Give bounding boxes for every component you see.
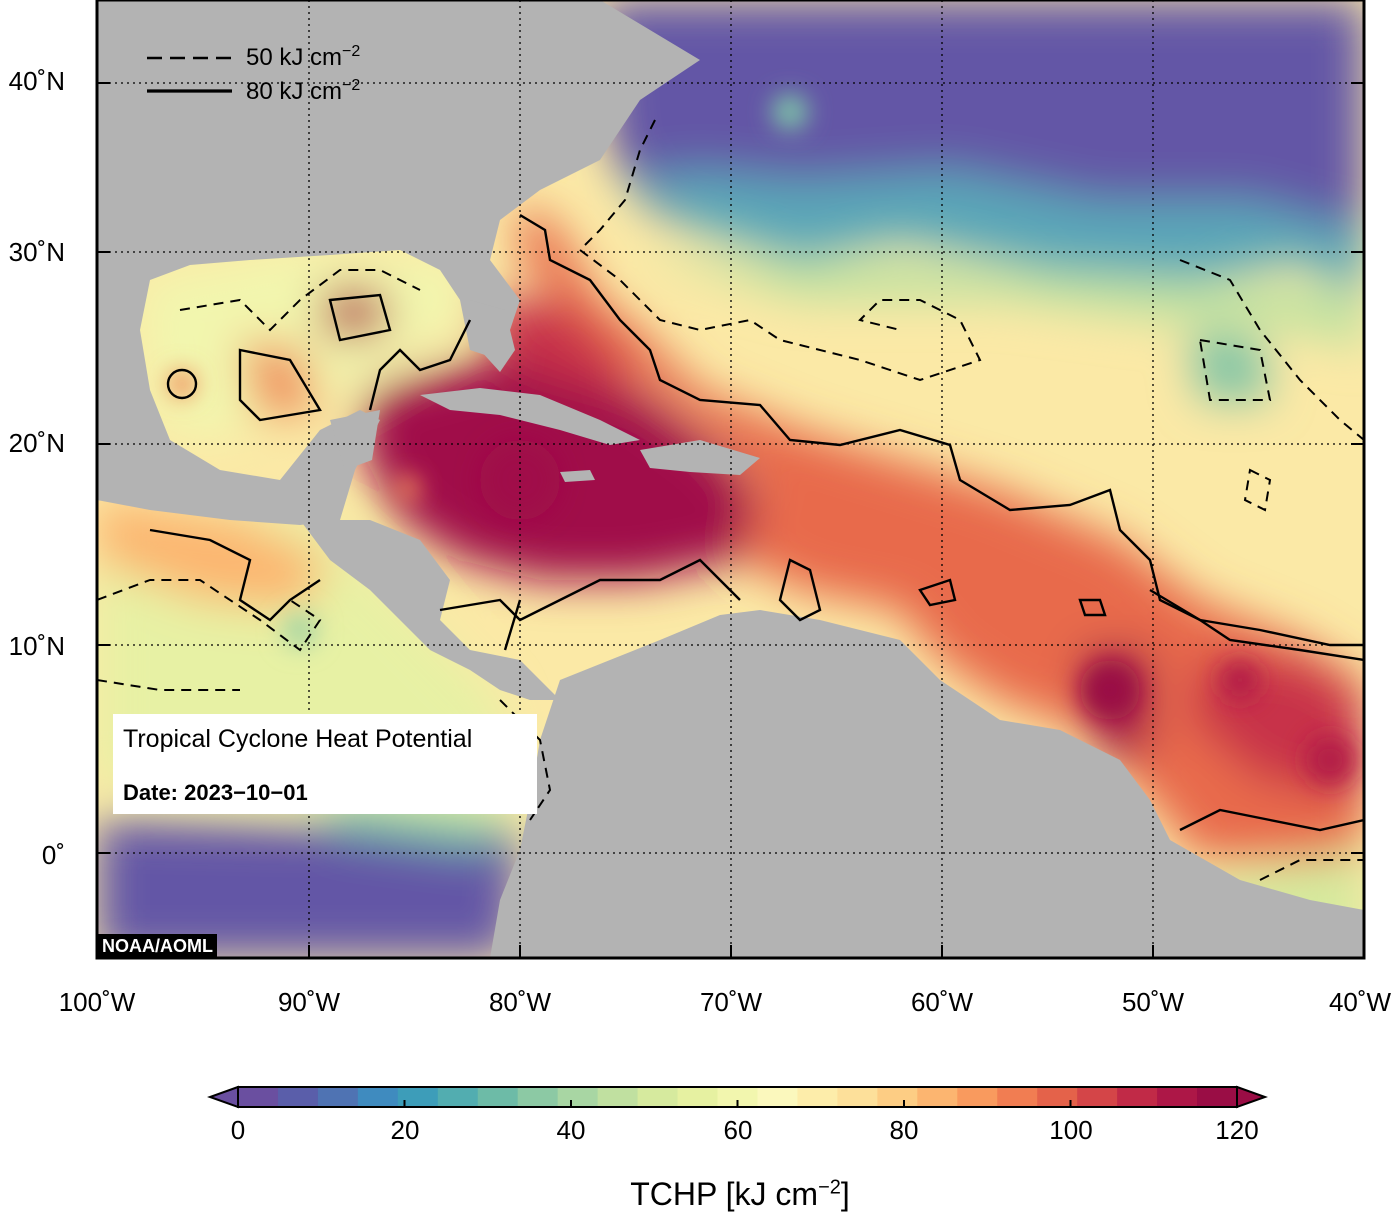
- jamaica: [560, 470, 595, 482]
- info-title: Tropical Cyclone Heat Potential: [123, 725, 473, 753]
- colorbar-over-arrow: [1236, 1085, 1268, 1109]
- colorbar-title-end: ]: [840, 1176, 850, 1212]
- colorbar-tick-100: 100: [1049, 1115, 1093, 1145]
- colorbar-swatch: [597, 1087, 639, 1107]
- tick-marks: [97, 82, 1364, 958]
- colorbar-tick-0: 0: [230, 1115, 246, 1145]
- colorbar-tick-80: 80: [889, 1115, 919, 1145]
- colorbar-swatch: [637, 1087, 679, 1107]
- hispaniola: [640, 440, 760, 475]
- credit-badge: NOAA/AOML: [98, 934, 217, 957]
- colorbar-swatch: [437, 1087, 479, 1107]
- lat-label-40n: 40˚N: [8, 66, 65, 96]
- legend-solid-label: 80 kJ cm−2: [246, 77, 360, 106]
- legend-dashed-sup: −2: [342, 43, 361, 60]
- contours-50: [97, 119, 1364, 881]
- colorbar-swatch: [1077, 1087, 1118, 1107]
- colorbar-swatch: [397, 1087, 439, 1107]
- legend-dashed-text: 50 kJ cm: [246, 44, 343, 71]
- colorbar: [207, 1085, 1268, 1109]
- north-america: [97, 0, 700, 525]
- colorbar-swatch: [797, 1087, 838, 1107]
- colorbar-swatch: [357, 1087, 399, 1107]
- lon-label-70w: 70˚W: [699, 987, 763, 1017]
- legend-solid-sup: −2: [342, 77, 361, 94]
- colorbar-swatch: [677, 1087, 719, 1107]
- colorbar-swatch: [517, 1087, 559, 1107]
- colorbar-swatch: [837, 1087, 878, 1107]
- land: [97, 0, 1364, 958]
- colorbar-tick-40: 40: [556, 1115, 586, 1145]
- colorbar-swatch: [1037, 1087, 1078, 1107]
- legend-dashed-label: 50 kJ cm−2: [246, 43, 360, 72]
- lon-label-100w: 100˚W: [58, 987, 136, 1017]
- legend-solid-text: 80 kJ cm: [246, 78, 343, 105]
- colorbar-swatch: [917, 1087, 958, 1107]
- colorbar-swatch: [757, 1087, 798, 1107]
- colorbar-swatch: [317, 1087, 359, 1107]
- colorbar-swatch: [277, 1087, 319, 1107]
- colorbar-swatch: [877, 1087, 918, 1107]
- florida: [470, 300, 515, 372]
- colorbar-swatch: [997, 1087, 1038, 1107]
- info-box: Tropical Cyclone Heat Potential Date: 20…: [113, 714, 537, 814]
- lat-label-20n: 20˚N: [8, 428, 65, 458]
- colorbar-swatch: [238, 1087, 279, 1107]
- colorbar-title-text: TCHP [kJ cm: [630, 1176, 819, 1212]
- colorbar-swatch: [557, 1087, 599, 1107]
- contours-80: [149, 213, 1364, 832]
- colorbar-tick-20: 20: [390, 1115, 420, 1145]
- lat-label-0: 0˚: [41, 840, 65, 870]
- colorbar-swatch: [1197, 1087, 1238, 1107]
- lat-label-30n: 30˚N: [8, 237, 65, 267]
- central-america: [300, 520, 560, 700]
- lon-label-40w: 40˚W: [1328, 987, 1392, 1017]
- cuba: [420, 388, 640, 445]
- lon-label-90w: 90˚W: [277, 987, 341, 1017]
- colorbar-swatch: [717, 1087, 758, 1107]
- colorbar-title-sup: −2: [818, 1176, 841, 1199]
- colorbar-tick-120: 120: [1215, 1115, 1259, 1145]
- lat-label-10n: 10˚N: [8, 631, 65, 661]
- colorbar-swatch: [1157, 1087, 1198, 1107]
- info-date: Date: 2023−10−01: [123, 780, 308, 805]
- colorbar-tick-60: 60: [723, 1115, 753, 1145]
- colorbar-title: TCHP [kJ cm−2]: [630, 1176, 850, 1213]
- colorbar-swatch: [1117, 1087, 1158, 1107]
- colorbar-under-arrow: [207, 1085, 239, 1109]
- colorbar-swatch: [477, 1087, 519, 1107]
- south-america: [490, 610, 1364, 958]
- lon-label-80w: 80˚W: [488, 987, 552, 1017]
- colorbar-swatch: [957, 1087, 998, 1107]
- lon-label-60w: 60˚W: [910, 987, 974, 1017]
- yucatan: [330, 410, 380, 470]
- lon-label-50w: 50˚W: [1121, 987, 1185, 1017]
